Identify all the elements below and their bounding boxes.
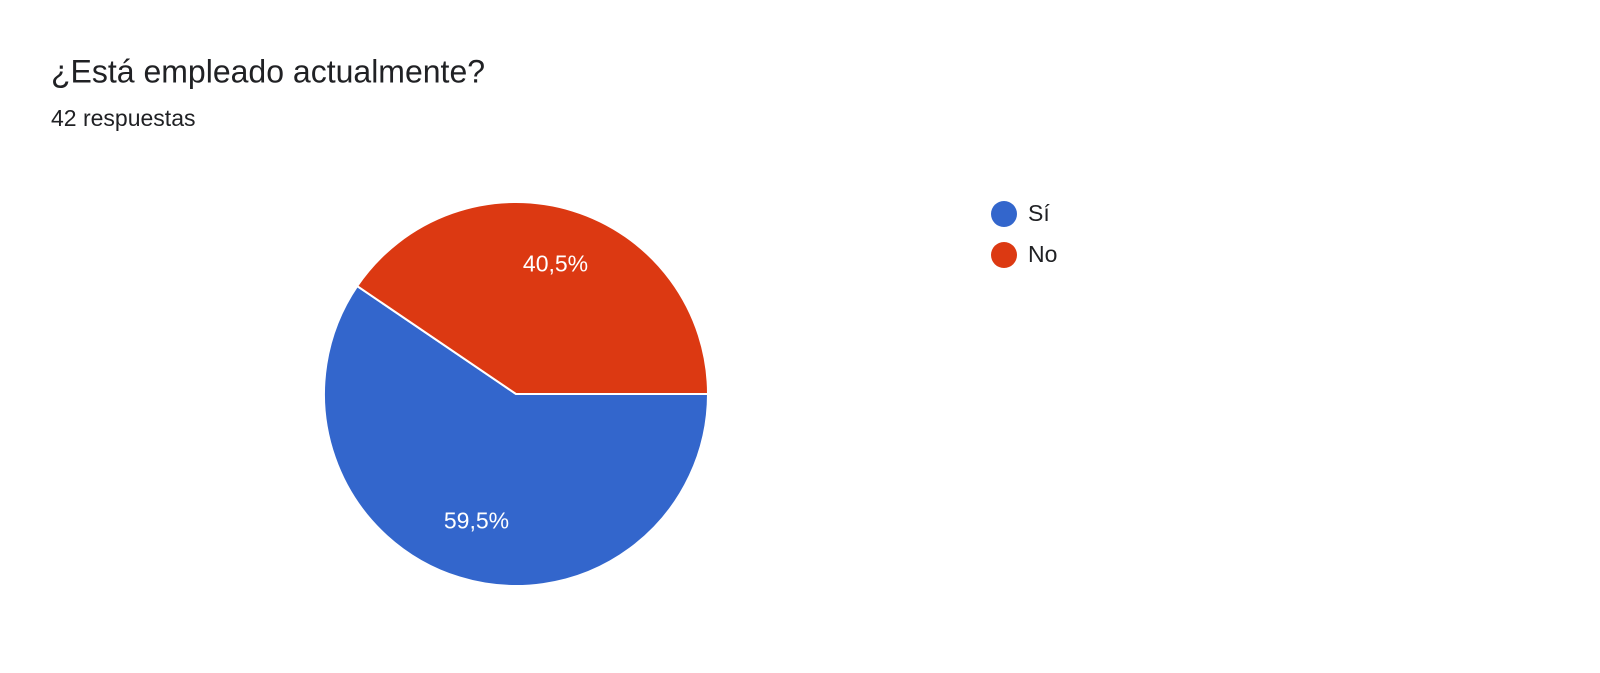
pie-slice [323,284,710,587]
chart-subtitle: 42 respuestas [51,105,195,131]
legend-label: Sí [1028,200,1050,226]
slice-label: 59,5% [444,508,509,534]
pie-slice [355,201,710,395]
legend-swatch [991,201,1017,227]
legend-swatch [991,242,1017,268]
slice-label: 40,5% [523,251,588,277]
chart-title: ¿Está empleado actualmente? [51,53,485,89]
legend-label: No [1028,241,1057,267]
